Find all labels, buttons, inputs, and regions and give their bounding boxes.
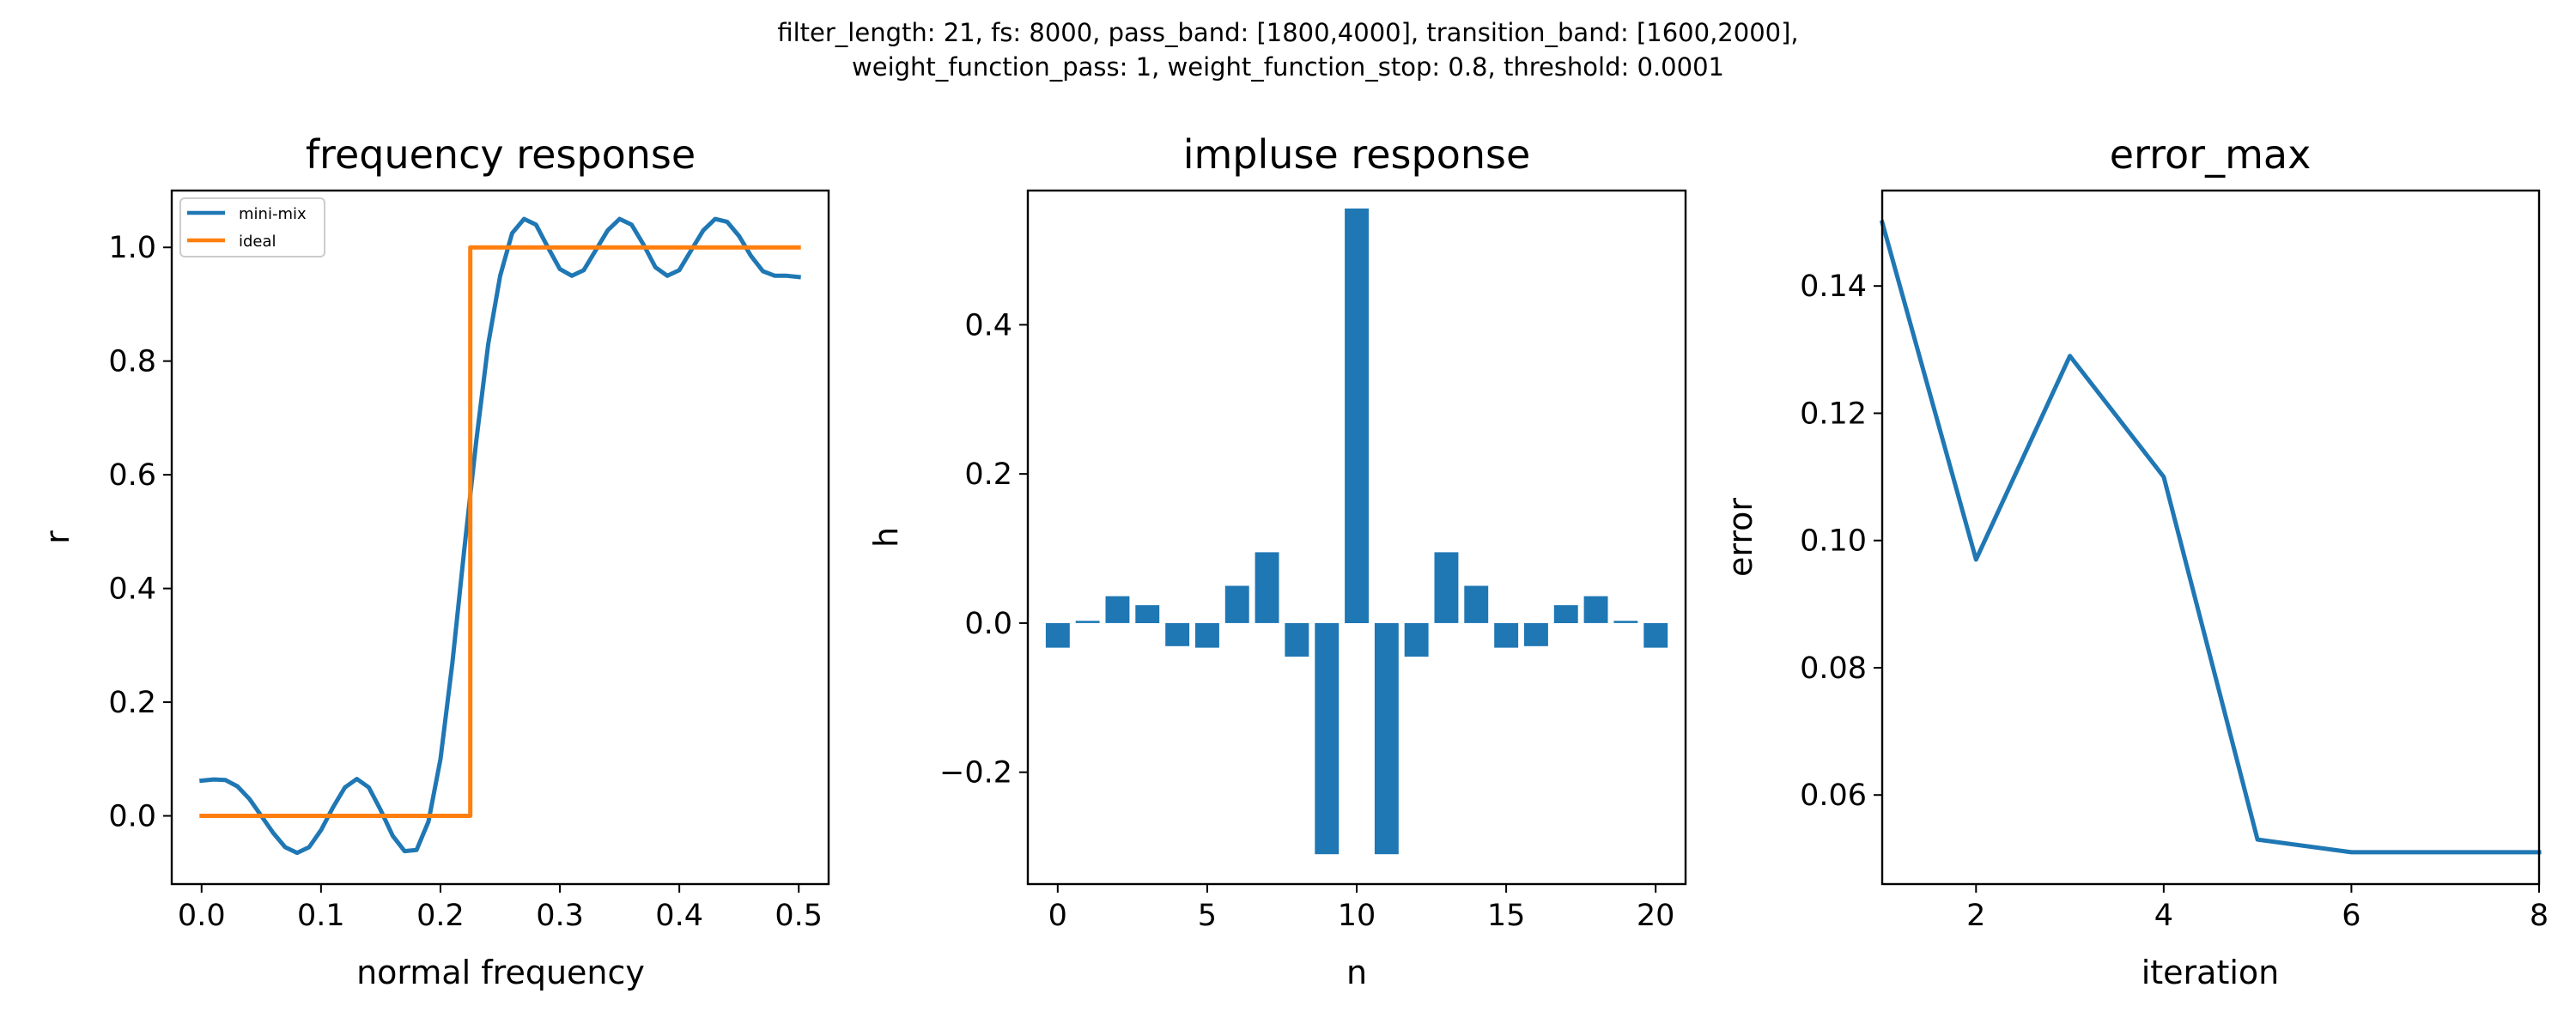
x-tick-label: 20 <box>1637 899 1675 933</box>
bar-n-10 <box>1345 208 1369 623</box>
series-line-error-max <box>1879 220 2542 855</box>
chart-title-frequency-response: frequency response <box>306 131 696 178</box>
plot-frame-error-max <box>1880 189 2541 886</box>
x-tick-label: 2 <box>1966 899 1985 933</box>
x-tick-label: 15 <box>1487 899 1526 933</box>
x-tick-label: 0.5 <box>775 899 823 933</box>
bar-n-0 <box>1045 622 1070 648</box>
bar-n-8 <box>1285 622 1309 657</box>
y-axis-label-error-max: error <box>1722 498 1759 577</box>
y-tick-label: 0.4 <box>964 308 1012 342</box>
bar-n-16 <box>1524 622 1548 646</box>
y-tick-label: 0.6 <box>108 458 156 493</box>
y-tick-label: −0.2 <box>939 756 1012 791</box>
y-axis-label-frequency-response: r <box>39 530 76 544</box>
y-tick-label: 0.06 <box>1800 779 1867 813</box>
bar-n-6 <box>1224 585 1249 623</box>
figure-suptitle-line-2: weight_function_pass: 1, weight_function… <box>852 52 1724 82</box>
x-axis-label-impulse-response: n <box>1346 954 1367 991</box>
bar-n-1 <box>1075 621 1100 623</box>
x-tick-label: 5 <box>1198 899 1217 933</box>
bar-n-12 <box>1404 622 1429 657</box>
y-tick-label: 0.0 <box>964 607 1012 641</box>
panel-frequency-response: frequency response 0.0 0.1 0.2 0.3 0.4 0.5 0.0… <box>39 131 830 991</box>
x-tick-label: 6 <box>2342 899 2360 933</box>
chart-title-impulse-response: impluse response <box>1183 131 1531 178</box>
panel-impulse-response: impluse response 0 5 10 15 20 −0.2 0.0 0.2 0.4 n… <box>867 131 1687 991</box>
y-tick-label: 0.2 <box>108 686 156 720</box>
x-tick-label: 0 <box>1048 899 1067 933</box>
x-tick-label: 0.4 <box>655 899 703 933</box>
bar-n-3 <box>1135 605 1160 623</box>
y-tick-label: 0.8 <box>108 345 156 379</box>
figure-suptitle-line-1: filter_length: 21, fs: 8000, pass_band: … <box>777 18 1798 47</box>
x-tick-label: 0.3 <box>536 899 584 933</box>
x-tick-label: 0.0 <box>178 899 226 933</box>
series-line-ideal <box>199 245 801 818</box>
y-tick-label: 0.12 <box>1800 397 1867 431</box>
bar-n-7 <box>1255 552 1279 623</box>
x-axis-label-error-max: iteration <box>2142 954 2280 991</box>
bar-n-17 <box>1553 605 1578 623</box>
y-tick-label: 0.0 <box>108 800 156 834</box>
bar-n-19 <box>1613 621 1638 623</box>
bar-n-13 <box>1434 552 1459 623</box>
y-tick-label: 0.08 <box>1800 651 1867 686</box>
x-tick-label: 10 <box>1338 899 1376 933</box>
chart-title-error-max: error_max <box>2110 131 2312 178</box>
bar-n-20 <box>1643 622 1668 648</box>
x-tick-label: 0.2 <box>416 899 465 933</box>
y-tick-label: 0.10 <box>1800 524 1867 559</box>
y-tick-label: 0.14 <box>1800 270 1867 304</box>
panel-error-max: error_max 2 4 6 8 0.06 0.08 0.10 0.12 0.14 itera… <box>1722 131 2549 991</box>
y-tick-label: 0.4 <box>108 573 156 607</box>
bar-n-15 <box>1494 622 1519 648</box>
x-tick-label: 4 <box>2154 899 2173 933</box>
series-line-mini-mix <box>199 216 801 856</box>
bar-n-18 <box>1583 596 1608 623</box>
legend-label-mini-mix: mini-mix <box>239 205 307 223</box>
x-axis-label-frequency-response: normal frequency <box>356 954 645 991</box>
y-tick-label: 0.2 <box>964 457 1012 492</box>
y-tick-label: 1.0 <box>108 231 156 265</box>
x-tick-label: 8 <box>2530 899 2549 933</box>
bar-n-2 <box>1105 596 1130 623</box>
bar-n-11 <box>1374 622 1399 855</box>
legend: mini-mix ideal <box>179 197 325 258</box>
bar-n-9 <box>1315 622 1340 855</box>
bar-n-14 <box>1464 585 1489 623</box>
bar-n-4 <box>1165 622 1190 646</box>
x-tick-label: 0.1 <box>297 899 345 933</box>
plot-frame-frequency-response <box>170 189 830 886</box>
y-axis-label-impulse-response: h <box>867 527 905 548</box>
bar-n-5 <box>1195 622 1219 648</box>
legend-label-ideal: ideal <box>239 233 276 251</box>
